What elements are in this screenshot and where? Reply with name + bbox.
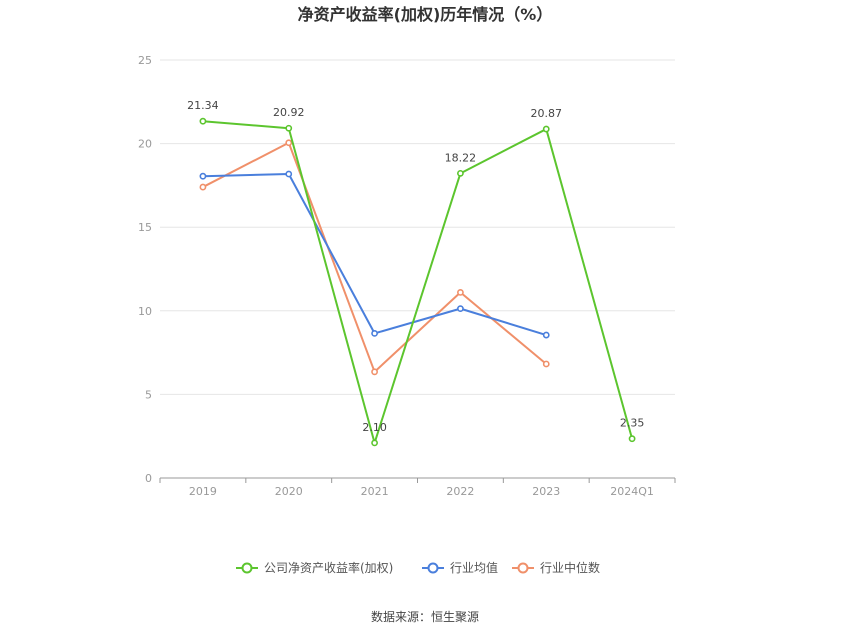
data-point: [457, 289, 464, 296]
data-point: [285, 124, 293, 132]
legend-swatch-marker: [427, 562, 439, 574]
legend: 公司净资产收益率(加权) 行业均值 行业中位数: [236, 560, 600, 575]
data-label: 20.87: [531, 107, 563, 120]
data-point: [371, 368, 378, 376]
series-line: [202, 120, 634, 444]
data-label: 2.10: [362, 421, 387, 434]
data-point: [199, 117, 207, 125]
legend-label: 行业中位数: [540, 560, 600, 575]
data-label: 18.22: [445, 151, 477, 164]
legend-label: 行业均值: [450, 560, 498, 575]
data-point: [542, 331, 550, 339]
data-label: 20.92: [273, 106, 305, 119]
data-point: [199, 183, 207, 191]
y-tick-label: 5: [145, 388, 152, 401]
legend-item[interactable]: 公司净资产收益率(加权): [236, 560, 393, 575]
chart-title: 净资产收益率(加权)历年情况（%）: [298, 5, 553, 24]
x-tick-label: 2024Q1: [610, 485, 654, 498]
x-tick-label: 2019: [189, 485, 217, 498]
axes: 0 5 10 15 20 25 2019 2020 2021 2022 2023 2024Q1: [138, 54, 676, 498]
grid: [160, 59, 675, 395]
data-point: [285, 170, 293, 178]
data-point: [628, 435, 636, 443]
x-tick-label: 2023: [532, 485, 560, 498]
series-layer: [199, 117, 636, 447]
data-point: [542, 360, 550, 368]
data-label: 2.35: [620, 417, 645, 430]
data-point: [542, 125, 550, 133]
series-line: [202, 141, 547, 373]
legend-swatch-marker: [241, 562, 253, 574]
data-point: [371, 439, 378, 447]
y-tick-label: 20: [138, 138, 152, 151]
data-point: [457, 169, 464, 177]
legend-item[interactable]: 行业中位数: [512, 560, 600, 575]
source-text: 数据来源：恒生聚源: [371, 609, 479, 624]
y-tick-label: 0: [145, 472, 152, 485]
y-tick-label: 25: [138, 54, 152, 67]
legend-item[interactable]: 行业均值: [422, 560, 498, 575]
legend-label: 公司净资产收益率(加权): [264, 560, 393, 575]
y-tick-label: 15: [138, 221, 152, 234]
data-point: [285, 139, 293, 147]
y-tick-label: 10: [138, 305, 152, 318]
data-label: 21.34: [187, 99, 219, 112]
data-labels: 21.34 20.92 2.10 18.22 20.87 2.35: [187, 99, 644, 434]
x-tick-label: 2022: [446, 485, 474, 498]
legend-swatch-marker: [517, 562, 529, 574]
x-tick-label: 2021: [361, 485, 389, 498]
data-point: [199, 172, 207, 180]
data-point: [371, 329, 378, 337]
data-point: [457, 305, 464, 313]
x-tick-label: 2020: [275, 485, 303, 498]
